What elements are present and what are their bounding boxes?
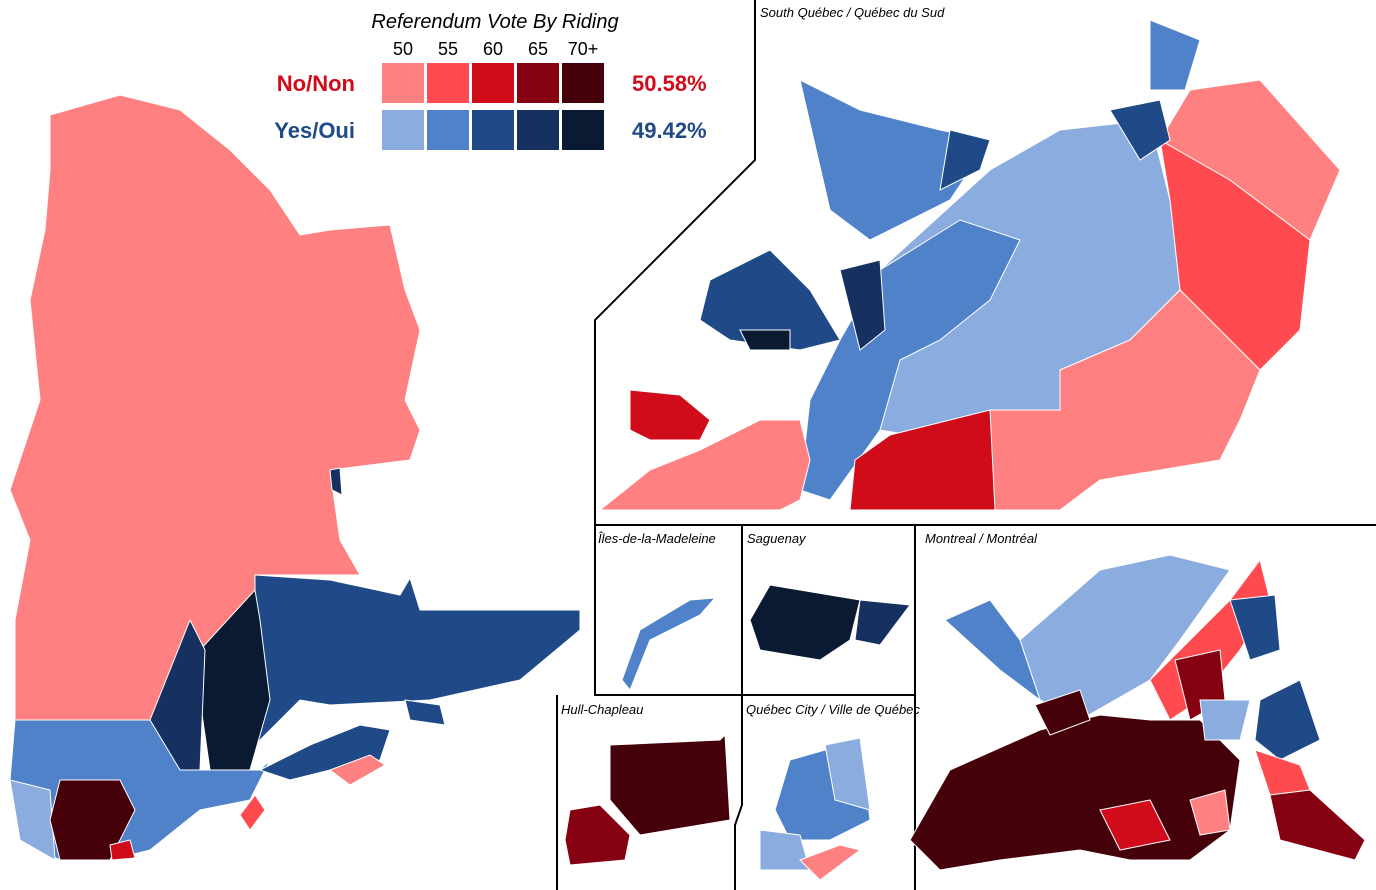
region: [824, 737, 871, 811]
region: [404, 699, 446, 726]
main-map: [9, 94, 581, 861]
region: [258, 724, 391, 781]
region: [1269, 789, 1366, 861]
region: [9, 94, 421, 736]
region: [839, 259, 886, 351]
region: [239, 794, 266, 831]
legend-threshold: 55: [438, 39, 458, 59]
region: [1109, 99, 1171, 161]
legend-swatch: [427, 63, 469, 103]
region: [699, 249, 841, 351]
legend-total: 50.58%: [632, 71, 707, 96]
legend-swatch: [382, 63, 424, 103]
legend-swatch: [562, 110, 604, 150]
region: [564, 804, 631, 866]
inset-title: Îles-de-la-Madeleine: [598, 531, 716, 546]
inset-title: Saguenay: [747, 531, 807, 546]
south-quebec-map: [598, 19, 1341, 511]
legend-threshold: 65: [528, 39, 548, 59]
region: [1189, 789, 1231, 836]
region: [329, 467, 343, 496]
region: [1229, 594, 1281, 661]
legend-threshold: 60: [483, 39, 503, 59]
legend-total: 49.42%: [632, 118, 707, 143]
region: [854, 599, 911, 646]
region: [939, 129, 991, 191]
region: [1254, 679, 1321, 761]
legend-swatch: [472, 63, 514, 103]
region: [598, 419, 811, 511]
region: [909, 714, 1241, 871]
region: [9, 779, 56, 861]
inset-border: [556, 0, 1376, 890]
legend-label: Yes/Oui: [274, 118, 355, 143]
region: [629, 389, 711, 441]
region: [1199, 699, 1251, 741]
legend-swatch: [382, 110, 424, 150]
legend-swatch: [562, 63, 604, 103]
legend-swatch: [472, 110, 514, 150]
legend-title: Referendum Vote By Riding: [371, 11, 618, 33]
region: [799, 219, 1021, 501]
inset-title: Montreal / Montréal: [925, 531, 1038, 546]
inset-title: Québec City / Ville de Québec: [746, 702, 920, 717]
region: [328, 754, 386, 786]
region: [749, 584, 861, 661]
inset-title: Hull-Chapleau: [561, 702, 643, 717]
legend: Referendum Vote By Riding 50 55 60 65 70+ No/…: [274, 11, 707, 150]
region: [621, 597, 717, 691]
region: [799, 844, 862, 881]
legend-swatch: [517, 110, 559, 150]
region: [944, 599, 1041, 702]
legend-swatch: [427, 110, 469, 150]
region: [1149, 19, 1201, 91]
region: [109, 839, 136, 861]
region: [739, 329, 791, 351]
region: [219, 574, 581, 772]
inset-title: South Québec / Québec du Sud: [760, 5, 945, 20]
region: [849, 409, 996, 511]
legend-threshold: 50: [393, 39, 413, 59]
legend-threshold: 70+: [568, 39, 599, 59]
region: [1099, 799, 1171, 851]
legend-swatch: [517, 63, 559, 103]
region: [609, 733, 731, 836]
region: [49, 779, 136, 861]
legend-label: No/Non: [277, 71, 355, 96]
region: [1034, 689, 1091, 736]
